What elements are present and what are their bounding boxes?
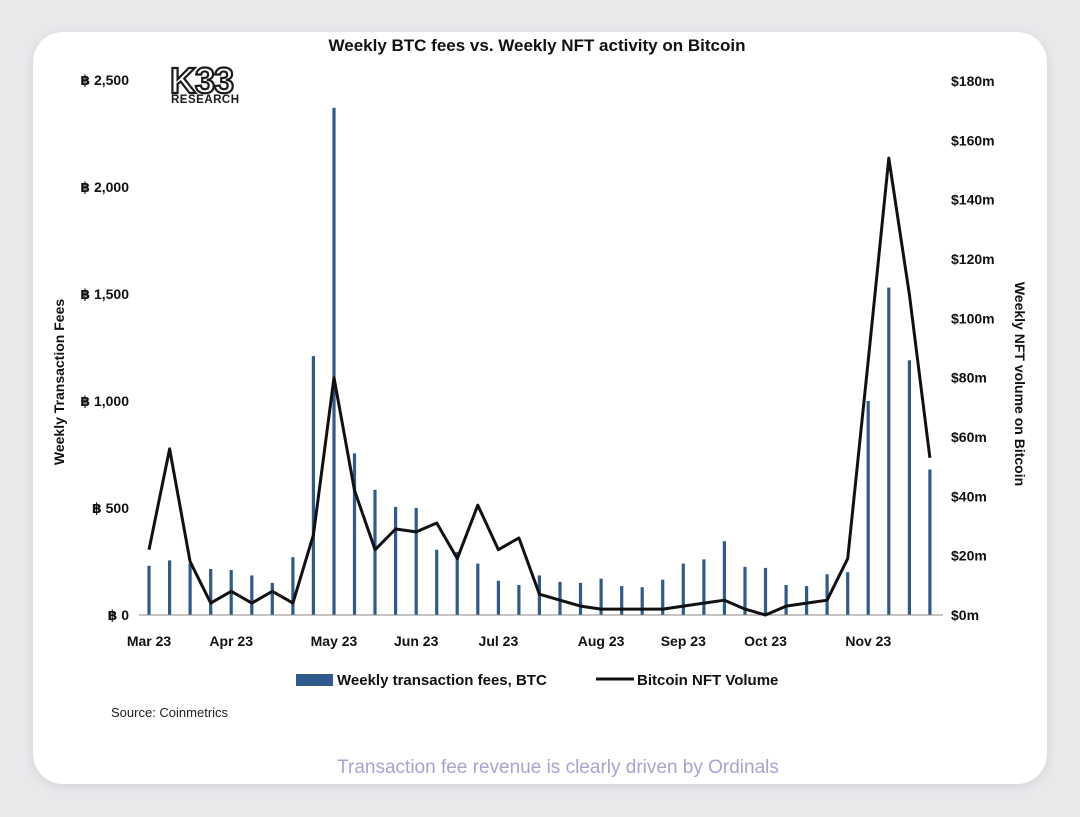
x-tick-label: Apr 23 xyxy=(209,633,253,649)
bar xyxy=(373,489,377,615)
y-right-tick-label: $140m xyxy=(951,192,995,208)
y-right-tick-label: $180m xyxy=(951,73,995,89)
x-tick-label: Sep 23 xyxy=(661,633,706,649)
bar xyxy=(476,563,480,615)
y-right-tick-label: $120m xyxy=(951,251,995,267)
chart-title: Weekly BTC fees vs. Weekly NFT activity … xyxy=(329,36,746,55)
bar xyxy=(517,585,521,615)
x-tick-label: Aug 23 xyxy=(578,633,625,649)
bar-series xyxy=(147,107,932,616)
bar xyxy=(496,580,500,615)
y-left-tick-label: ฿ 0 xyxy=(108,607,130,623)
bar xyxy=(578,582,583,615)
bar xyxy=(784,585,788,615)
bar xyxy=(558,581,562,615)
x-tick-label: Jun 23 xyxy=(394,633,439,649)
bar xyxy=(702,559,706,615)
y-right-tick-label: $160m xyxy=(951,132,995,148)
bar xyxy=(291,557,295,615)
logo: K33 RESEARCH xyxy=(169,59,240,106)
y-left-tick-label: ฿ 1,000 xyxy=(80,393,129,409)
legend-bar-label: Weekly transaction fees, BTC xyxy=(337,672,547,689)
bar xyxy=(311,356,315,615)
bar xyxy=(866,401,870,615)
bar xyxy=(599,578,603,615)
bar xyxy=(907,360,911,615)
y-left-tick-label: ฿ 2,500 xyxy=(80,72,129,88)
bar xyxy=(640,587,644,615)
bar xyxy=(743,566,747,615)
x-tick-label: Mar 23 xyxy=(127,633,172,649)
logo-sub: RESEARCH xyxy=(171,94,240,106)
legend-line-label: Bitcoin NFT Volume xyxy=(637,672,778,689)
x-tick-label: Oct 23 xyxy=(744,633,787,649)
y-right-tick-label: $20m xyxy=(951,548,987,564)
y-left-ticks: ฿ 0 ฿ 500 ฿ 1,000 ฿ 1,500 ฿ 2,000 ฿ 2,500 xyxy=(80,72,129,623)
bar xyxy=(846,572,850,615)
y-right-tick-label: $0m xyxy=(951,607,979,623)
bar xyxy=(147,565,151,615)
nft-volume-line xyxy=(147,156,932,617)
legend: Weekly transaction fees, BTC Bitcoin NFT… xyxy=(296,672,778,689)
bar xyxy=(435,549,439,615)
bar xyxy=(620,586,624,615)
y-right-tick-label: $60m xyxy=(951,429,987,445)
y-right-ticks: $0m $20m $40m $60m $80m $100m $120m $140m $160m $… xyxy=(951,73,995,623)
bar xyxy=(661,579,665,615)
x-tick-label: Jul 23 xyxy=(479,633,519,649)
y-left-tick-label: ฿ 500 xyxy=(92,500,129,516)
bar xyxy=(414,508,418,615)
y-left-tick-label: ฿ 1,500 xyxy=(80,286,129,302)
bar xyxy=(681,563,685,615)
bar xyxy=(168,560,172,615)
y-right-tick-label: $100m xyxy=(951,310,995,326)
bar xyxy=(352,453,357,615)
x-tick-label: Nov 23 xyxy=(845,633,891,649)
caption: Transaction fee revenue is clearly drive… xyxy=(337,757,779,778)
y-right-tick-label: $40m xyxy=(951,488,987,504)
logo-mark: K33 xyxy=(170,60,233,101)
chart-card: Weekly BTC fees vs. Weekly NFT activity … xyxy=(33,32,1047,784)
bar xyxy=(250,575,254,615)
source-note: Source: Coinmetrics xyxy=(111,705,229,720)
bar xyxy=(455,551,459,615)
bar xyxy=(332,107,336,616)
bar xyxy=(722,541,726,615)
bar xyxy=(928,469,932,615)
bar xyxy=(887,287,891,615)
bar xyxy=(209,569,213,615)
y-left-axis-label: Weekly Transaction Fees xyxy=(51,299,67,465)
bar xyxy=(394,506,398,615)
bar xyxy=(825,574,829,615)
y-left-tick-label: ฿ 2,000 xyxy=(80,179,129,195)
x-tick-label: May 23 xyxy=(311,633,358,649)
chart: Weekly BTC fees vs. Weekly NFT activity … xyxy=(51,36,1028,778)
x-ticks: Mar 23 Apr 23 May 23 Jun 23 Jul 23 Aug 23 Sep … xyxy=(127,633,892,649)
y-right-axis-label: Weekly NFT volume on Bitcoin xyxy=(1012,282,1028,486)
bar xyxy=(805,586,809,615)
bar xyxy=(188,563,192,615)
legend-bar-swatch xyxy=(296,674,333,686)
bar xyxy=(763,567,768,615)
bar xyxy=(270,582,274,615)
y-right-tick-label: $80m xyxy=(951,370,987,386)
